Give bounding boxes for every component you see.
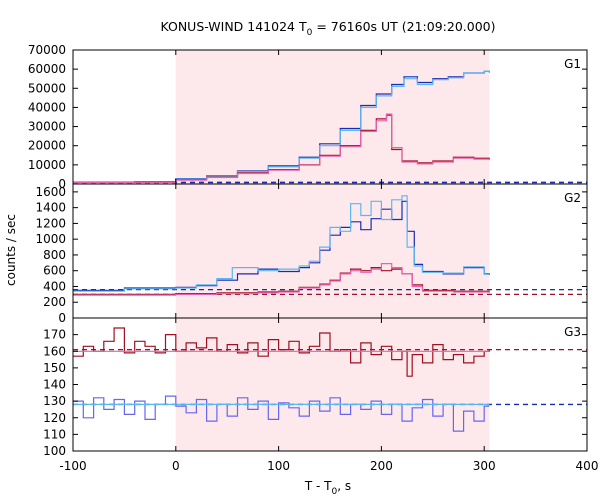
y-tick-label: 40000	[28, 100, 66, 114]
x-tick-label: 300	[473, 459, 496, 473]
x-tick-label: 200	[370, 459, 393, 473]
x-axis-label-pre: T - T	[304, 479, 332, 493]
series-line-pink	[73, 263, 490, 296]
y-tick-label: 400	[43, 279, 66, 293]
y-tick-label: 50000	[28, 81, 66, 95]
chart-title: KONUS-WIND 141024 T0 = 76160s UT (21:09:…	[160, 19, 495, 38]
x-tick-label: 0	[172, 459, 180, 473]
y-tick-label: 600	[43, 264, 66, 278]
y-tick-label: 0	[58, 311, 66, 325]
y-tick-label: 10000	[28, 158, 66, 172]
y-tick-label: 150	[43, 361, 66, 375]
shaded-interval	[175, 184, 490, 318]
series-line-darkred	[73, 327, 490, 377]
y-tick-label: 70000	[28, 43, 66, 57]
y-tick-label: 20000	[28, 139, 66, 153]
x-axis-label-sub: 0	[332, 487, 338, 497]
x-tick-label: -100	[59, 459, 86, 473]
shaded-interval	[175, 318, 490, 451]
x-axis-label: T - T0, s	[304, 479, 351, 497]
panel-g1: 0 10000 20000 30000 40000 50000 60000 70000 G1	[28, 43, 588, 191]
chart-title-post: = 76160s UT (21:09:20.000)	[312, 19, 495, 34]
y-tick-label: 160	[43, 344, 66, 358]
y-axis-label: counts / sec	[4, 214, 18, 286]
panel-name-label: G1	[564, 57, 581, 71]
chart-title-sub: 0	[307, 28, 313, 38]
y-tick-label: 170	[43, 328, 66, 342]
y-tick-label: 120	[43, 411, 66, 425]
y-tick-label: 30000	[28, 120, 66, 134]
y-tick-label: 1000	[35, 232, 66, 246]
y-tick-label: 100	[43, 444, 66, 458]
series-line-cyan	[73, 195, 490, 292]
y-tick-label: 60000	[28, 62, 66, 76]
series-line-violet	[73, 395, 490, 432]
y-tick-label: 200	[43, 295, 66, 309]
y-tick-label: 130	[43, 394, 66, 408]
plot-panels: 0 10000 20000 30000 40000 50000 60000 70000 G1 0 2…	[28, 43, 588, 458]
y-tick-label: 110	[43, 427, 66, 441]
y-tick-label: 800	[43, 248, 66, 262]
chart-title-pre: KONUS-WIND 141024 T	[160, 19, 306, 34]
panel-name-label: G2	[564, 191, 581, 205]
series-line-pink	[73, 113, 490, 184]
panel-name-label: G3	[564, 325, 581, 339]
y-tick-label: 1400	[35, 201, 66, 215]
x-tick-label: 400	[576, 459, 599, 473]
y-tick-label: 140	[43, 378, 66, 392]
x-tick-label: 100	[267, 459, 290, 473]
shaded-interval	[175, 50, 490, 184]
x-axis-label-post: , s	[337, 479, 351, 493]
y-tick-label: 1600	[35, 185, 66, 199]
y-tick-label: 0	[58, 177, 66, 191]
series-line-cyan	[73, 70, 490, 183]
y-tick-label: 1200	[35, 216, 66, 230]
x-tick-labels: -100 0 100 200 300 400	[59, 459, 598, 473]
panel-g3: 100 110 120 130 140 150 160 170 G3	[43, 317, 588, 458]
